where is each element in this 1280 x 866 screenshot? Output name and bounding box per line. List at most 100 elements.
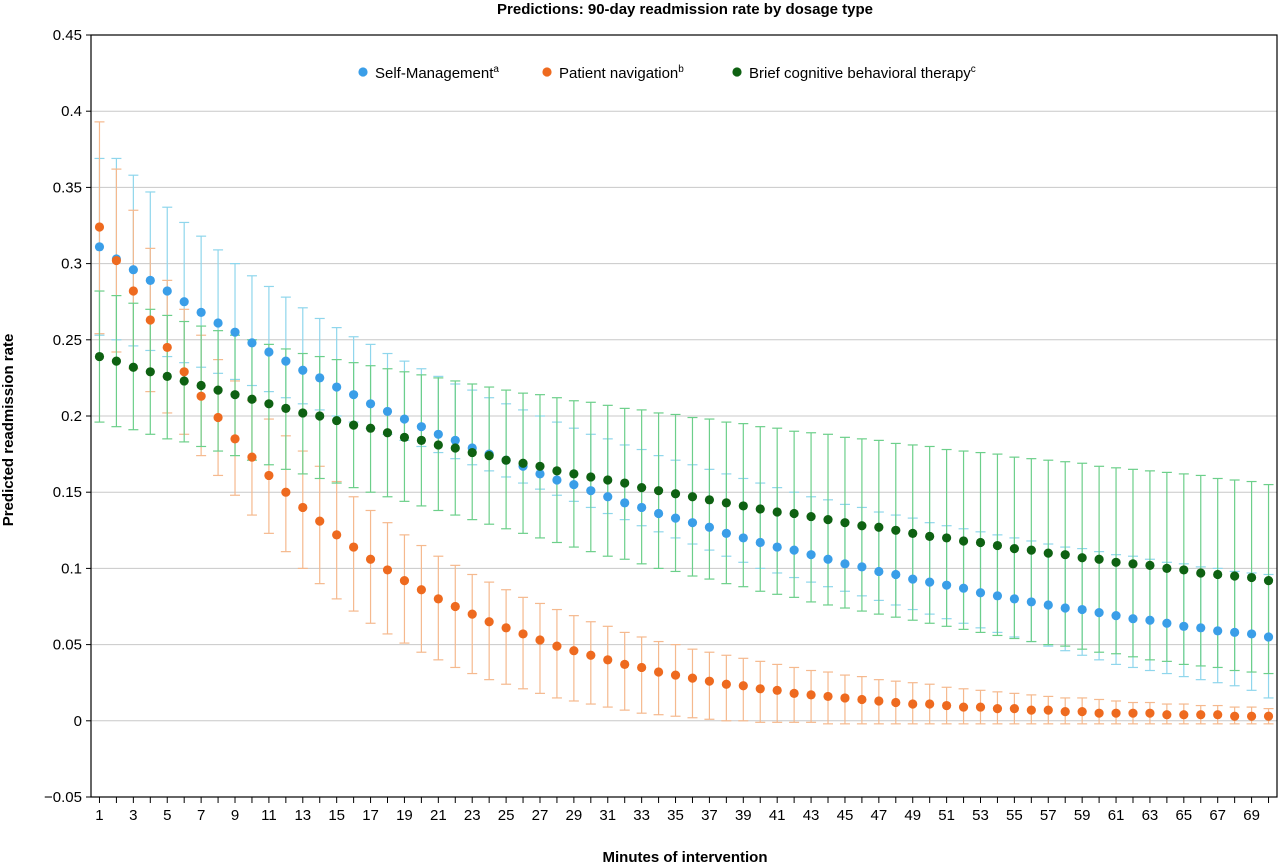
data-point [111, 356, 122, 366]
data-point [840, 693, 850, 703]
x-axis-title: Minutes of intervention [603, 849, 768, 866]
error-bar [551, 608, 562, 699]
data-point [365, 399, 376, 409]
data-point [806, 511, 816, 522]
data-point [569, 479, 579, 490]
data-point [857, 562, 867, 572]
data-point [908, 574, 918, 584]
data-point [721, 679, 731, 689]
data-point [94, 351, 105, 362]
data-point [603, 492, 613, 502]
error-bar [568, 615, 579, 702]
data-point [349, 542, 359, 552]
data-point [128, 362, 138, 372]
x-tick-label: 67 [1209, 807, 1226, 824]
data-point [1179, 621, 1189, 631]
data-point [1060, 603, 1070, 613]
x-tick-label: 51 [938, 807, 955, 824]
data-point [755, 504, 765, 514]
x-tick-label: 9 [231, 807, 239, 824]
x-tick-label: 17 [362, 807, 379, 824]
data-point [874, 566, 884, 577]
data-point [196, 380, 206, 391]
data-point [1263, 575, 1274, 586]
data-point [1230, 571, 1240, 581]
data-point [670, 489, 681, 499]
data-point [1077, 553, 1087, 563]
data-point [1196, 710, 1206, 720]
data-point [874, 522, 884, 532]
data-point [975, 702, 986, 712]
data-point [179, 367, 189, 377]
data-point [230, 434, 240, 444]
error-bar [619, 631, 630, 711]
x-tick-label: 13 [294, 807, 311, 824]
data-point [298, 408, 308, 418]
data-point [1263, 632, 1274, 642]
data-point [637, 662, 647, 673]
y-tick-label: 0.25 [53, 332, 82, 349]
x-tick-label: 33 [633, 807, 650, 824]
data-point [484, 617, 494, 627]
data-point [382, 428, 393, 438]
data-point [145, 315, 155, 325]
data-point [1060, 550, 1070, 560]
legend-label: Self-Managementa [375, 64, 499, 82]
data-point [1213, 710, 1223, 720]
data-point [1162, 563, 1172, 574]
data-point [213, 318, 223, 328]
data-point [653, 486, 664, 496]
error-bar [450, 564, 461, 669]
data-point [94, 242, 105, 252]
data-point [806, 550, 816, 560]
data-point [620, 478, 630, 488]
data-point [399, 414, 410, 424]
data-point [738, 501, 748, 511]
data-point [1179, 565, 1189, 575]
data-point [738, 681, 748, 691]
data-point [755, 537, 765, 548]
legend-marker [358, 67, 368, 77]
legend-superscript: a [493, 64, 499, 75]
data-point [755, 684, 765, 694]
data-point [840, 559, 850, 569]
error-bar [653, 640, 664, 716]
data-point [721, 528, 731, 538]
x-tick-label: 65 [1175, 807, 1192, 824]
x-tick-label: 27 [532, 807, 549, 824]
data-point [1026, 597, 1036, 607]
data-point [772, 507, 782, 517]
data-point [891, 525, 901, 535]
data-point [1145, 708, 1155, 718]
y-axis: −0.05 0 0.05 0.1 0.15 0.2 0.25 0.3 0.35 0.4 0.45 [44, 27, 91, 806]
data-point [1128, 614, 1138, 624]
data-point [552, 475, 562, 485]
data-point [738, 533, 748, 543]
data-point [416, 435, 426, 445]
x-tick-label: 29 [566, 807, 583, 824]
legend-superscript: c [971, 64, 976, 75]
error-bar [467, 573, 478, 675]
data-point [213, 385, 223, 395]
data-point [315, 411, 325, 421]
data-point [958, 702, 969, 712]
data-point [789, 688, 799, 698]
error-bar [602, 625, 613, 708]
y-tick-label: 0.05 [53, 637, 82, 654]
data-point [1094, 554, 1104, 564]
data-point [806, 690, 816, 700]
data-point [1246, 572, 1257, 583]
y-tick-label: 0.2 [61, 408, 82, 425]
data-point [179, 297, 189, 307]
x-tick-label: 53 [972, 807, 989, 824]
data-point [874, 696, 884, 706]
data-point [1145, 615, 1155, 625]
error-bars [94, 121, 1274, 725]
data-point [128, 286, 138, 296]
data-point [704, 676, 715, 686]
x-tick-label: 23 [464, 807, 481, 824]
data-point [1060, 707, 1070, 717]
data-point [281, 403, 291, 413]
data-point [1026, 545, 1036, 555]
data-point [315, 516, 325, 526]
